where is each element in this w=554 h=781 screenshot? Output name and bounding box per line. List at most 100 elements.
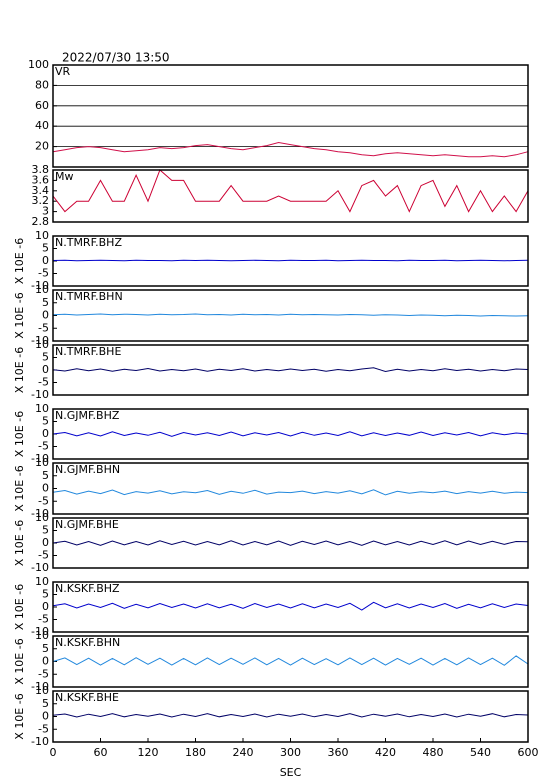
data-line — [52, 169, 529, 213]
panel-frame — [52, 462, 529, 515]
x-tick-label: 240 — [233, 746, 254, 759]
y-tick-label: 3 — [42, 205, 49, 218]
x-tick-label: 300 — [280, 746, 301, 759]
panel-label: N.KSKF.BHN — [55, 636, 120, 649]
y-tick-label: -10 — [31, 561, 49, 574]
x-tick-label: 60 — [94, 746, 108, 759]
panel-frame — [52, 235, 529, 287]
panel-frame — [52, 581, 529, 633]
panel-label: N.TMRF.BHE — [55, 345, 121, 358]
x-tick-label: 480 — [423, 746, 444, 759]
y-tick-label: -5 — [38, 267, 49, 280]
y-tick-label: 5 — [42, 415, 49, 428]
y-tick-label: 5 — [42, 351, 49, 364]
x-tick-label: 540 — [470, 746, 491, 759]
y-tick-label: 5 — [42, 697, 49, 710]
data-line — [52, 259, 529, 262]
y-tick-label: 3.2 — [32, 194, 50, 207]
y-tick-label: -10 — [31, 452, 49, 465]
y-tick-label: 5 — [42, 296, 49, 309]
panel-label: N.KSKF.BHZ — [55, 582, 120, 595]
y-tick-label: 10 — [35, 575, 49, 588]
y-tick-label: -5 — [38, 613, 49, 626]
y-tick-label: 20 — [35, 140, 49, 153]
y-tick-label: 0 — [42, 600, 49, 613]
y-axis-label: X 10E -6 — [13, 347, 26, 393]
x-tick-label: 0 — [50, 746, 57, 759]
x-axis-label: SEC — [280, 766, 302, 779]
y-tick-label: 10 — [35, 338, 49, 351]
y-tick-label: -5 — [38, 440, 49, 453]
panel-frame — [52, 344, 529, 396]
y-tick-label: -10 — [31, 334, 49, 347]
y-tick-label: -10 — [31, 388, 49, 401]
data-line — [52, 540, 529, 546]
y-axis-label: X 10E -6 — [13, 292, 26, 338]
y-tick-label: -10 — [31, 507, 49, 520]
x-tick-label: 600 — [518, 746, 539, 759]
panel-frame — [52, 289, 529, 342]
panel-frame — [52, 635, 529, 688]
panel-label: VR — [55, 65, 71, 78]
y-tick-label: 10 — [35, 511, 49, 524]
y-tick-label: 2.8 — [32, 215, 50, 228]
panel-label: N.GJMF.BHE — [55, 518, 119, 531]
y-axis-label: X 10E -6 — [13, 238, 26, 284]
y-tick-label: 0 — [42, 254, 49, 267]
data-line — [52, 655, 529, 666]
y-tick-label: 10 — [35, 629, 49, 642]
x-tick-label: 360 — [328, 746, 349, 759]
y-tick-label: -5 — [38, 494, 49, 507]
y-tick-label: 3.8 — [32, 163, 50, 176]
y-tick-label: 5 — [42, 524, 49, 537]
y-tick-label: -10 — [31, 735, 49, 748]
y-tick-label: -10 — [31, 279, 49, 292]
y-tick-label: 0 — [42, 363, 49, 376]
y-tick-label: 80 — [35, 78, 49, 91]
panel-frame — [52, 408, 529, 460]
panel-label: N.TMRF.BHN — [55, 290, 123, 303]
y-tick-label: -5 — [38, 321, 49, 334]
y-tick-label: 5 — [42, 588, 49, 601]
y-tick-label: 0 — [42, 482, 49, 495]
y-tick-label: -10 — [31, 680, 49, 693]
x-tick-label: 420 — [375, 746, 396, 759]
y-tick-label: -5 — [38, 667, 49, 680]
data-line — [52, 141, 529, 158]
y-axis-label: X 10E -6 — [13, 638, 26, 684]
y-tick-label: 60 — [35, 99, 49, 112]
y-axis-label: X 10E -6 — [13, 693, 26, 739]
data-line — [52, 713, 529, 718]
x-tick-label: 180 — [185, 746, 206, 759]
data-line — [52, 313, 529, 317]
y-tick-label: 0 — [42, 710, 49, 723]
data-line — [52, 431, 529, 437]
y-tick-label: 0 — [42, 309, 49, 322]
y-tick-label: 40 — [35, 119, 49, 132]
y-tick-label: 10 — [35, 229, 49, 242]
y-tick-label: 5 — [42, 469, 49, 482]
y-tick-label: 10 — [35, 684, 49, 697]
panel-frame — [52, 169, 529, 223]
y-tick-label: 0 — [42, 536, 49, 549]
y-tick-label: 10 — [35, 456, 49, 469]
timestamp: 2022/07/30 13:50 — [62, 51, 170, 65]
panel-label: Mw — [55, 170, 74, 183]
panel-label: N.GJMF.BHZ — [55, 409, 120, 422]
panel-label: N.GJMF.BHN — [55, 463, 120, 476]
y-tick-label: 0 — [42, 655, 49, 668]
data-line — [52, 489, 529, 496]
y-tick-label: 100 — [28, 58, 49, 71]
y-axis-label: X 10E -6 — [13, 584, 26, 630]
data-line — [52, 601, 529, 611]
panel-frame — [52, 517, 529, 569]
y-tick-label: 10 — [35, 402, 49, 415]
y-tick-label: 5 — [42, 642, 49, 655]
y-tick-label: 5 — [42, 242, 49, 255]
y-tick-label: -10 — [31, 625, 49, 638]
panel-frame — [52, 64, 529, 168]
y-tick-label: 10 — [35, 283, 49, 296]
y-axis-label: X 10E -6 — [13, 411, 26, 457]
data-line — [52, 367, 529, 373]
